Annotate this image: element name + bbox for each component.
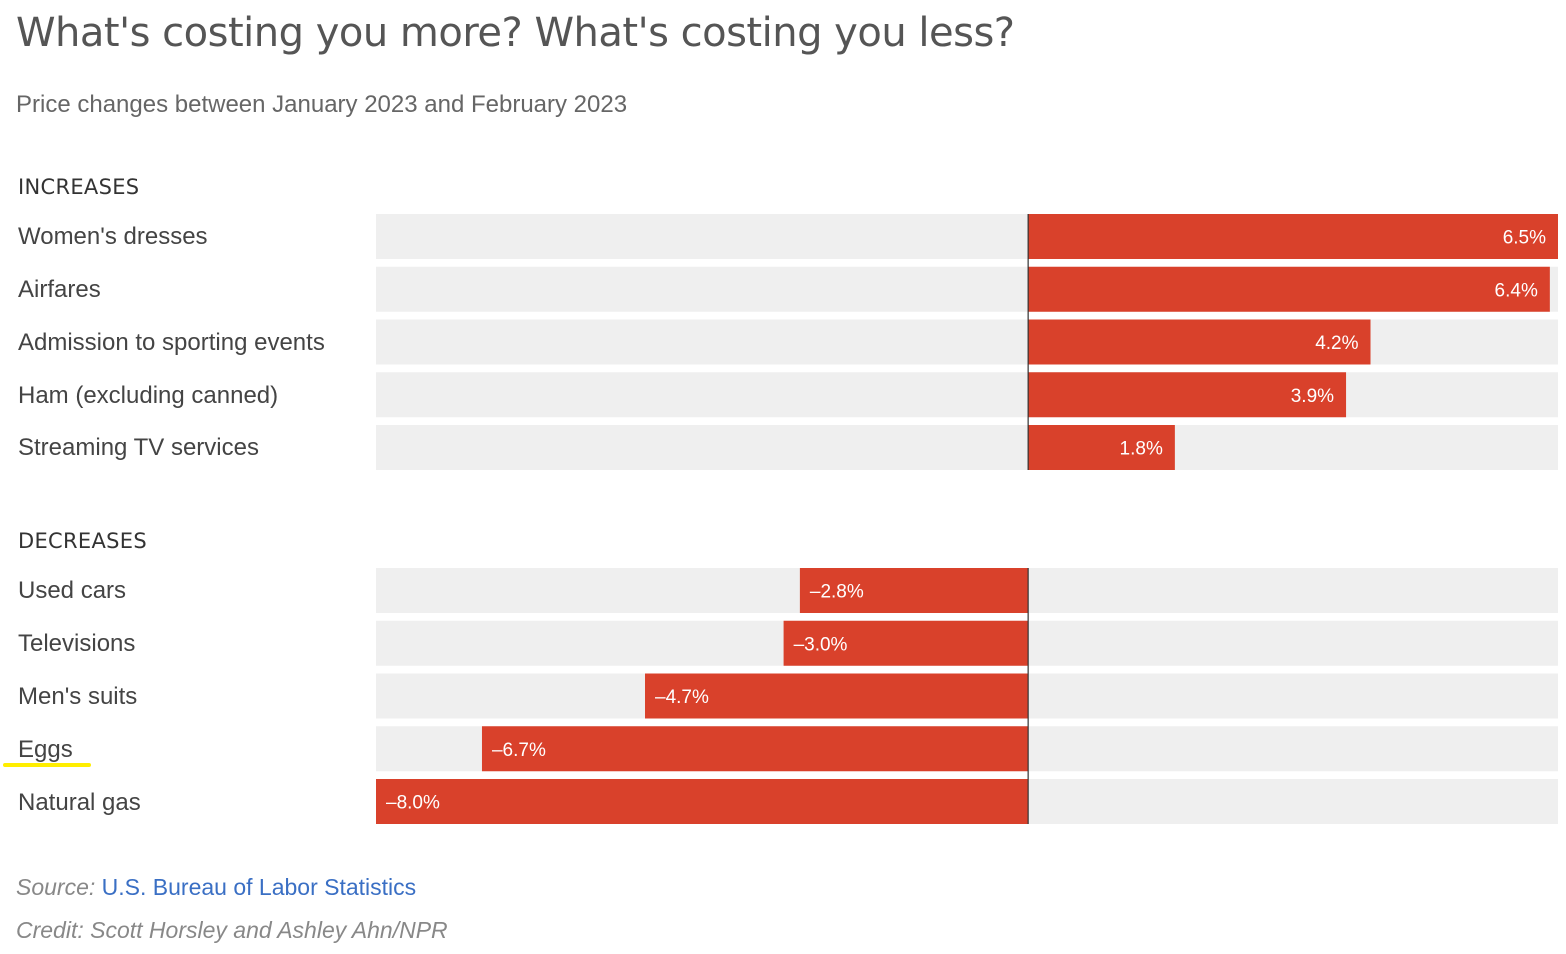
- section-title-decreases: DECREASES: [18, 529, 147, 553]
- data-label: –2.8%: [810, 582, 864, 603]
- data-label: 6.5%: [1503, 228, 1546, 249]
- category-label: Admission to sporting events: [18, 329, 325, 356]
- bar: [1028, 372, 1347, 418]
- category-label: Streaming TV services: [18, 434, 259, 461]
- highlight-underline: [3, 763, 91, 767]
- source-line: Source: U.S. Bureau of Labor Statistics: [16, 874, 416, 901]
- data-label: 1.8%: [1120, 439, 1163, 460]
- source-link[interactable]: U.S. Bureau of Labor Statistics: [101, 874, 417, 900]
- data-label: 4.2%: [1315, 333, 1358, 354]
- credit-line: Credit: Scott Horsley and Ashley Ahn/NPR: [16, 917, 448, 943]
- chart-subtitle: Price changes between January 2023 and F…: [16, 91, 628, 118]
- category-label: Women's dresses: [18, 223, 208, 250]
- category-label: Eggs: [18, 736, 73, 763]
- bar: [1028, 425, 1175, 470]
- bar: [783, 620, 1029, 666]
- bar: [645, 673, 1029, 719]
- category-label: Televisions: [18, 630, 136, 657]
- source-prefix: Source:: [16, 874, 96, 900]
- bar: [1028, 214, 1558, 259]
- data-label: –4.7%: [655, 687, 709, 708]
- bar: [376, 779, 1029, 824]
- data-label: –3.0%: [794, 634, 848, 655]
- bar: [1028, 266, 1550, 312]
- category-label: Men's suits: [18, 683, 138, 710]
- bar: [799, 568, 1029, 613]
- data-label: –6.7%: [492, 740, 546, 761]
- chart-title: What's costing you more? What's costing …: [16, 10, 1015, 56]
- data-label: 6.4%: [1495, 280, 1538, 301]
- bar: [481, 726, 1029, 772]
- bar-track: [376, 319, 1558, 365]
- category-label: Ham (excluding canned): [18, 382, 279, 409]
- bar: [1028, 319, 1371, 365]
- category-label: Used cars: [18, 577, 127, 604]
- bar-track: [376, 372, 1558, 418]
- section-title-increases: INCREASES: [18, 175, 140, 199]
- data-label: –8.0%: [386, 793, 440, 814]
- bar-track: [376, 425, 1558, 470]
- data-label: 3.9%: [1291, 386, 1334, 407]
- category-label: Airfares: [18, 276, 101, 303]
- category-label: Natural gas: [18, 789, 141, 816]
